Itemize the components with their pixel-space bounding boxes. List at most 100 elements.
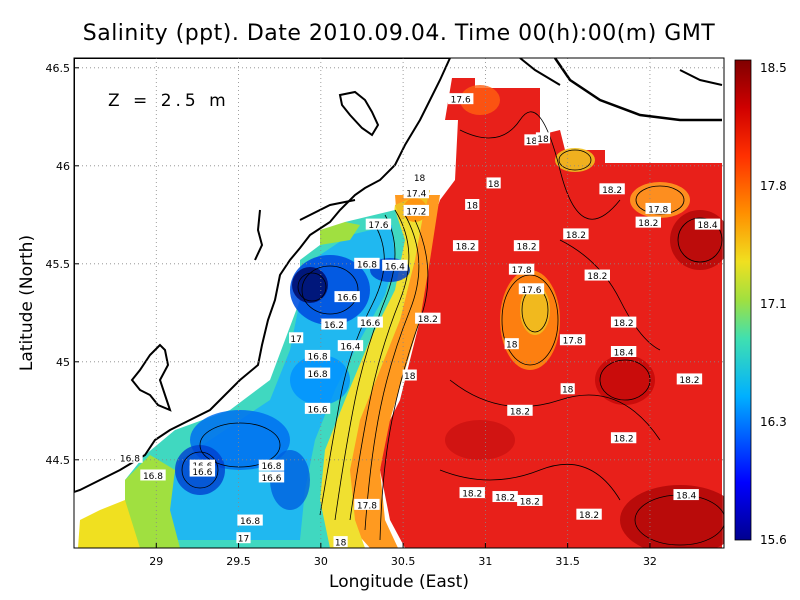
- x-tick-label: 29: [149, 555, 163, 568]
- contour-label-box: [236, 532, 251, 544]
- contour-label: 16.6: [258, 471, 285, 484]
- contour-label-text: 18.4: [614, 349, 634, 359]
- contour-label-text: 16.6: [308, 405, 328, 415]
- contour-label-box: [357, 316, 383, 328]
- x-axis-label: Longitude (East): [329, 572, 469, 592]
- contour-label-box: [382, 259, 408, 271]
- contour-label-box: [289, 332, 304, 344]
- contour-label-box: [673, 489, 699, 501]
- contour-label-box: [508, 263, 535, 275]
- contour-label-text: 18.2: [679, 376, 699, 386]
- contour-label-text: 16.8: [143, 472, 163, 482]
- contour-label: 16.2: [321, 318, 347, 331]
- contour-label-text: 16.8: [308, 370, 328, 380]
- contour-label: 17.8: [645, 202, 671, 215]
- contour-label-text: 18.2: [462, 490, 482, 500]
- contour-label: 18.2: [584, 269, 610, 282]
- contour-label: 16.8: [140, 469, 166, 482]
- contour-label-text: 18: [467, 202, 479, 212]
- contour-label-text: 18.2: [517, 243, 537, 253]
- contour-label: 17.4: [403, 187, 429, 200]
- contour-label-box: [584, 269, 610, 281]
- contour-label-box: [304, 349, 331, 361]
- contour-label: 18: [412, 171, 427, 184]
- x-tick-label: 30.5: [391, 555, 416, 568]
- contour-label-box: [517, 494, 543, 506]
- contour-label-text: 17: [238, 535, 249, 545]
- contour-label-text: 16.6: [261, 474, 281, 484]
- x-tick-label: 31: [478, 555, 492, 568]
- contour-label-box: [465, 199, 480, 210]
- contour-label-box: [599, 183, 625, 195]
- contour-label-text: 18.4: [698, 221, 718, 231]
- contour-label-text: 18.2: [579, 511, 599, 521]
- contour-label-text: 18: [562, 386, 574, 396]
- contour-label-box: [189, 465, 216, 477]
- colorbar-tick-label: 16.3: [760, 415, 787, 429]
- contour-label-box: [258, 459, 285, 471]
- contour-label-box: [365, 218, 392, 230]
- contour-label-box: [412, 171, 427, 183]
- contour-label-box: [258, 471, 285, 483]
- contour-label-box: [304, 402, 331, 414]
- contour-label-box: [507, 404, 533, 416]
- contour-label-box: [535, 132, 551, 144]
- contour-label-text: 18.2: [614, 319, 634, 329]
- coastline: [74, 58, 723, 494]
- contour-label-box: [559, 334, 586, 346]
- contour-label-text: 18: [537, 135, 549, 145]
- contour-label-box: [189, 459, 216, 471]
- contour-label-box: [694, 218, 721, 230]
- contour-label: 18.2: [610, 316, 637, 329]
- contour-label: 18: [560, 383, 575, 396]
- contour-label-text: 18: [414, 174, 426, 184]
- y-axis-ticks: 44.5 45 45.5 46 46.5: [46, 62, 79, 467]
- contour-label: 16.6: [334, 291, 360, 304]
- contour-label-text: 16.6: [192, 468, 212, 478]
- contour-label-text: 18: [526, 137, 538, 147]
- plot-frame: [73, 57, 725, 549]
- depth-annotation: Z = 2.5 m: [108, 91, 230, 111]
- contour-label-box: [635, 216, 662, 228]
- contour-label: 16.4: [382, 259, 408, 272]
- contour-label-box: [354, 498, 380, 510]
- contour-label: 18: [535, 132, 551, 145]
- y-tick-label: 44.5: [46, 454, 71, 467]
- x-tick-label: 31.5: [555, 555, 580, 568]
- colorbar-ticks: 15.6 16.3 17.1 17.8 18.5: [760, 61, 787, 547]
- contour-label-text: 18.2: [602, 186, 622, 196]
- contour-label-box: [610, 432, 637, 444]
- contour-label: 18.4: [694, 218, 721, 231]
- colorbar-tick-label: 15.6: [760, 533, 787, 547]
- contour-label: 17.6: [518, 283, 545, 296]
- contour-label-text: 18.2: [614, 435, 634, 445]
- x-tick-label: 30: [314, 555, 328, 568]
- contour-label-box: [492, 491, 518, 503]
- contour-label: 18.2: [610, 432, 637, 445]
- x-axis-ticks: 29 29.5 30 30.5 31 31.5 32: [149, 543, 657, 568]
- contour-label-text: 17.8: [648, 205, 668, 215]
- colorbar-tick-label: 17.8: [760, 179, 787, 193]
- contour-label-box: [337, 340, 364, 352]
- contour-label: 18: [504, 338, 519, 351]
- contour-label-text: 17.6: [368, 221, 388, 231]
- contour-label: 17.6: [365, 218, 392, 231]
- contour-label-text: 18.2: [510, 407, 530, 417]
- x-tick-label: 32: [643, 555, 657, 568]
- contour-label: 16.8: [354, 257, 380, 270]
- contour-label: 16.8: [237, 514, 263, 527]
- contour-label-box: [459, 487, 485, 499]
- contour-label: 18.2: [599, 183, 625, 196]
- contour-label-text: 18: [506, 341, 518, 351]
- contour-label: 16.6: [357, 316, 383, 329]
- contour-label: 18: [333, 536, 348, 548]
- y-tick-label: 46: [56, 160, 70, 173]
- contour-label-box: [403, 204, 429, 216]
- contour-label-box: [610, 346, 637, 357]
- contour-label-box: [560, 383, 575, 395]
- y-tick-label: 45: [56, 356, 70, 369]
- colorbar-tick-label: 18.5: [760, 61, 787, 75]
- contour-label-box: [237, 514, 263, 526]
